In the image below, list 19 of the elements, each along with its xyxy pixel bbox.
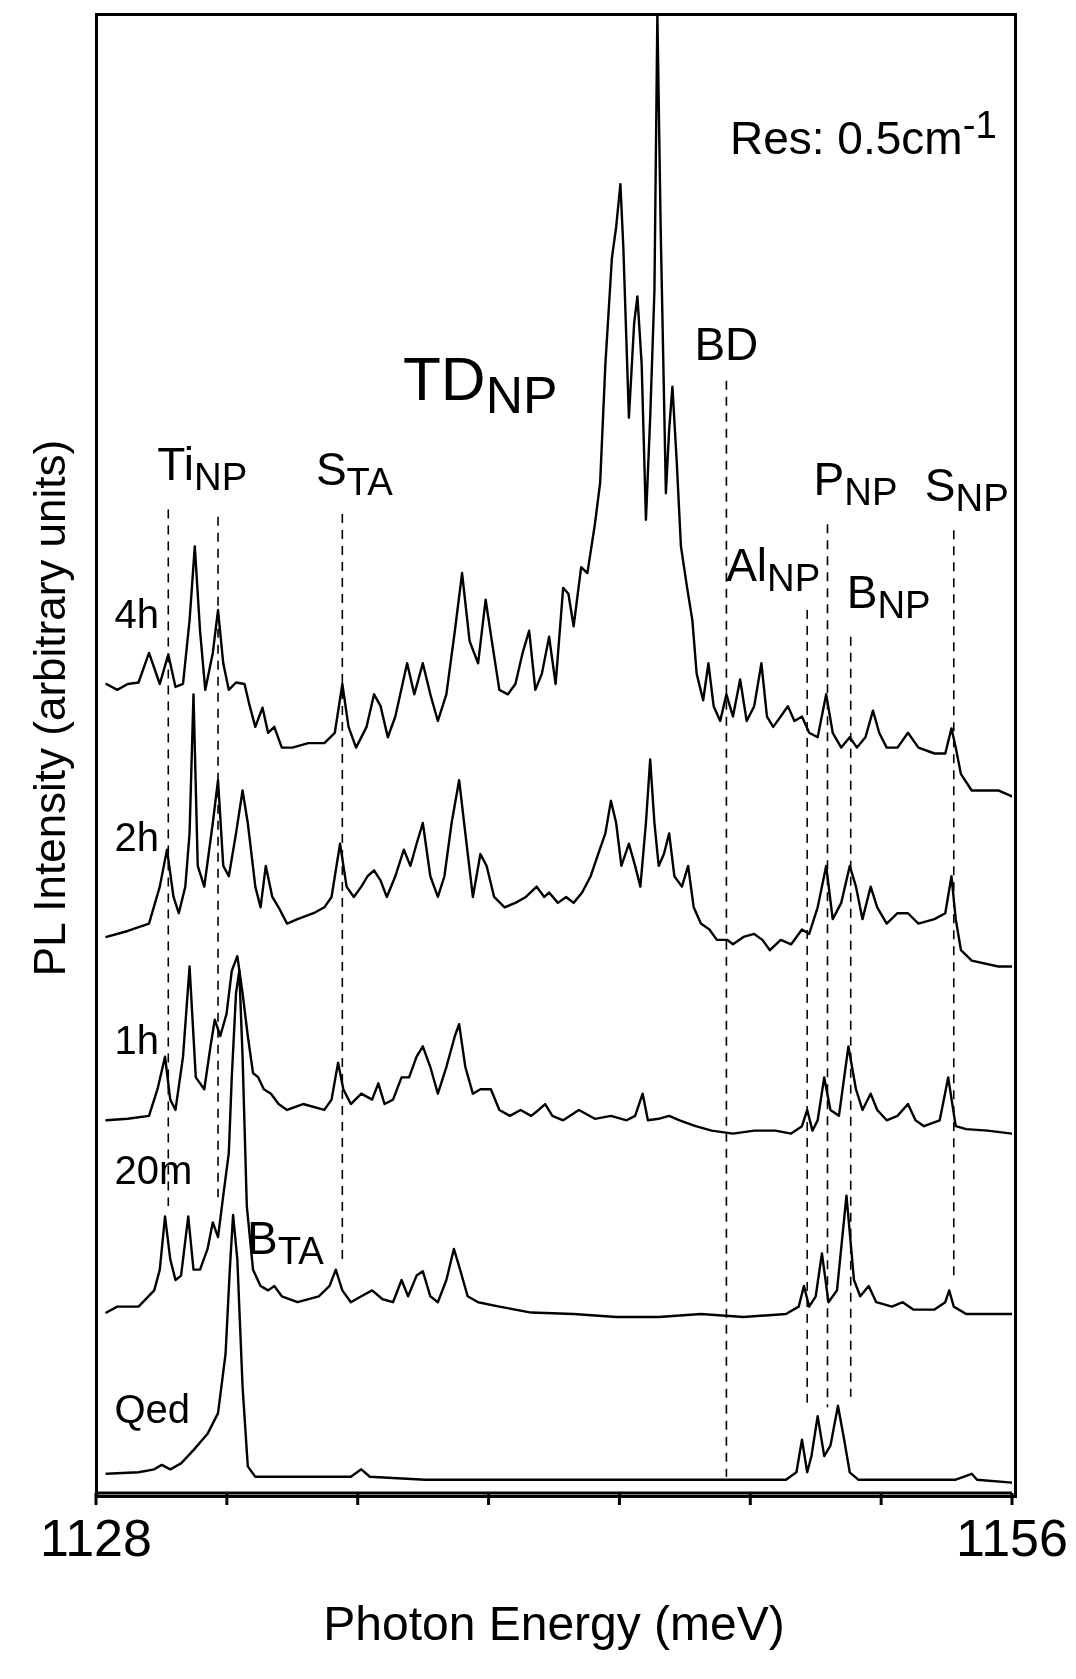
annotation: B$_{TA}$	[247, 1210, 324, 1274]
series-label: 1h	[114, 1017, 159, 1063]
ref-line-label: Ti$_{NP}$	[157, 437, 248, 500]
annotation: TD$_{NP}$	[403, 343, 558, 426]
x-tick-label: 1128	[40, 1508, 152, 1567]
x-tick-label: 1156	[956, 1508, 1068, 1567]
y-axis-title: PL Intensity (arbitrary units)	[25, 439, 75, 977]
series-label: 2h	[114, 814, 159, 860]
series-label: 20m	[114, 1147, 193, 1193]
x-axis-title: Photon Energy (meV)	[323, 1596, 785, 1651]
series-label: 4h	[114, 591, 159, 637]
ref-line-label: B$_{NP}$	[846, 564, 931, 627]
ref-line-label: S$_{NP}$	[924, 457, 1009, 521]
ref-line-label: BD	[694, 316, 759, 371]
ref-line-label: S$_{TA}$	[315, 441, 393, 504]
ref-line-label: Al$_{NP}$	[726, 537, 821, 601]
annotation: Res: 0.5cm$^{-1}$	[730, 103, 997, 166]
ref-line-label: P$_{NP}$	[813, 452, 898, 515]
series-label: Qed	[114, 1386, 191, 1432]
